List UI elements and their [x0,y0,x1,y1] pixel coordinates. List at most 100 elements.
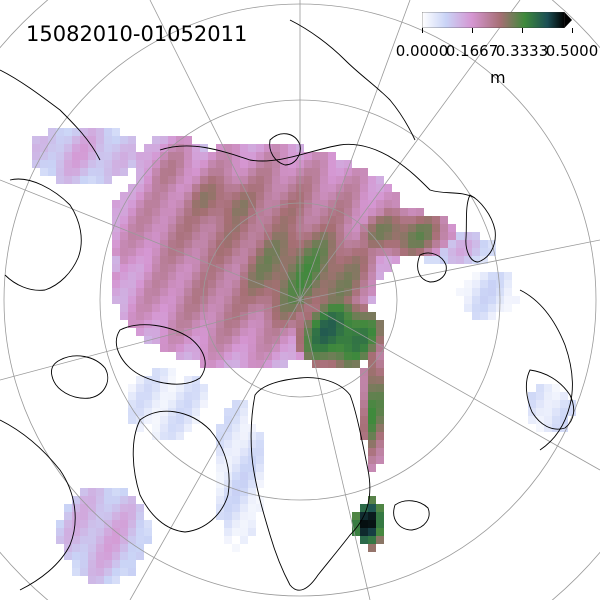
ice-cell [240,440,248,448]
ice-cell [352,224,360,232]
ice-cell [376,536,384,544]
ice-cell [208,240,216,248]
ice-cell [288,240,296,248]
ice-cell [136,552,144,560]
ice-cell [464,256,472,264]
ice-cell [408,224,416,232]
ice-cell [272,280,280,288]
ice-cell [472,256,480,264]
ice-cell [280,344,288,352]
ice-cell [344,288,352,296]
ice-cell [352,304,360,312]
ice-cell [216,360,224,368]
ice-cell [432,240,440,248]
ice-cell [168,288,176,296]
ice-cell [160,216,168,224]
ice-cell [56,152,64,160]
ice-cell [328,296,336,304]
ice-cell [200,152,208,160]
ice-cell [368,448,376,456]
ice-cell [152,288,160,296]
ice-cell [392,240,400,248]
ice-cell [376,264,384,272]
ice-cell [384,248,392,256]
ice-cell [336,216,344,224]
ice-cell [176,264,184,272]
ice-cell [112,544,120,552]
ice-cell [104,560,112,568]
ice-cell [32,144,40,152]
ice-cell [72,496,80,504]
ice-cell [136,184,144,192]
ice-cell [312,288,320,296]
ice-cell [192,400,200,408]
ice-cell [176,320,184,328]
ice-cell [344,248,352,256]
ice-cell [280,168,288,176]
ice-cell [400,216,408,224]
ice-cell [128,552,136,560]
ice-cell [272,264,280,272]
ice-cell [360,272,368,280]
ice-cell [112,504,120,512]
ice-cell [384,184,392,192]
ice-cell [360,216,368,224]
ice-cell [360,248,368,256]
ice-cell [264,192,272,200]
ice-cell [224,304,232,312]
ice-cell [360,224,368,232]
ice-cell [336,256,344,264]
ice-cell [184,296,192,304]
ice-cell [328,336,336,344]
ice-cell [288,152,296,160]
ice-cell [376,416,384,424]
ice-cell [208,312,216,320]
ice-cell [152,336,160,344]
meridian [149,0,301,301]
ice-cell [232,440,240,448]
ice-cell [248,216,256,224]
ice-cell [160,272,168,280]
ice-cell [144,536,152,544]
ice-cell [264,360,272,368]
ice-cell [168,296,176,304]
ice-cell [232,360,240,368]
ice-cell [288,288,296,296]
ice-cell [64,528,72,536]
chukotka-coast [0,69,101,161]
ice-cell [488,296,496,304]
ice-cell [112,152,120,160]
ice-cell [176,208,184,216]
ice-cell [168,344,176,352]
ice-cell [200,224,208,232]
ice-cell [256,224,264,232]
ice-cell [352,256,360,264]
ice-cell [232,296,240,304]
ice-cell [392,256,400,264]
ice-cell [184,216,192,224]
ice-cell [312,304,320,312]
ice-cell [112,200,120,208]
ice-cell [336,184,344,192]
ice-cell [328,280,336,288]
ice-cell [328,288,336,296]
ice-cell [296,344,304,352]
ice-cell [224,264,232,272]
ice-cell [376,176,384,184]
ice-cell [560,408,568,416]
ice-cell [568,400,576,408]
ice-cell [176,288,184,296]
ice-cell [344,344,352,352]
ice-cell [376,224,384,232]
ice-cell [168,392,176,400]
ice-cell [232,288,240,296]
ice-cell [336,248,344,256]
ice-cell [160,136,168,144]
ice-cell [344,264,352,272]
ice-cell [320,176,328,184]
ice-cell [168,224,176,232]
ice-cell [136,272,144,280]
ice-cell [184,256,192,264]
ice-cell [168,136,176,144]
ice-cell [104,576,112,584]
